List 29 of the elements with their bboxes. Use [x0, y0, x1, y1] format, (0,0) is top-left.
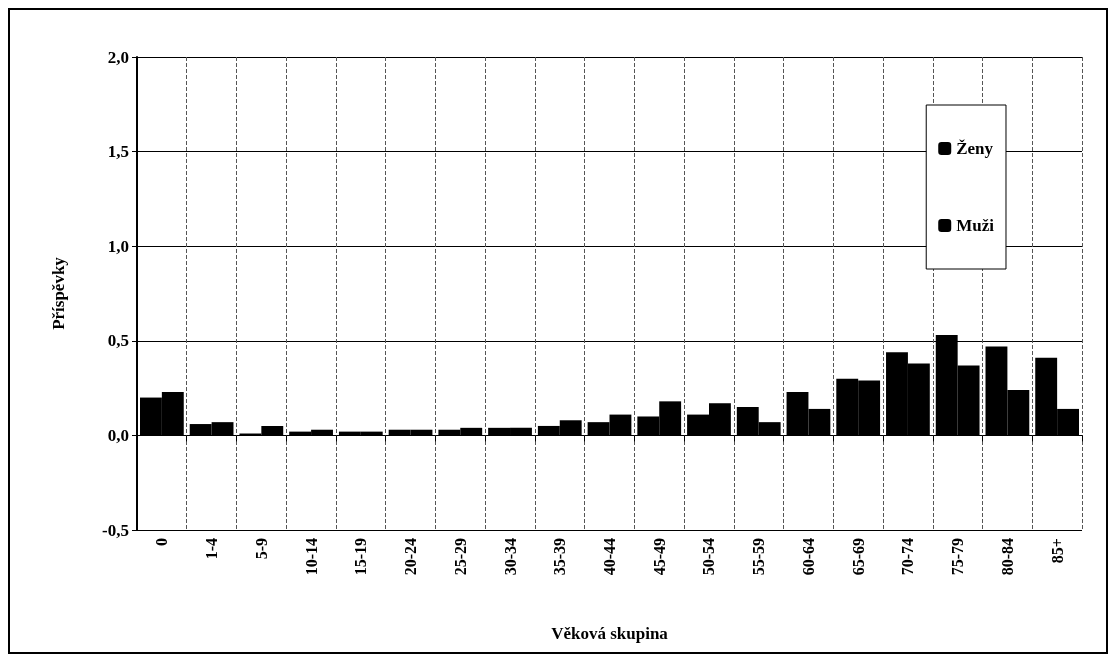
x-tick-label: 35-39	[551, 538, 569, 576]
x-tick-label: 15-19	[352, 538, 370, 576]
x-tick-label: 40-44	[601, 538, 618, 576]
x-tick-label: 65-69	[849, 538, 867, 576]
x-tick-label: 5-9	[252, 538, 270, 560]
x-tick-label: 0	[153, 538, 171, 546]
y-tick-label: -0,5	[102, 520, 129, 540]
x-tick-label: 70-74	[899, 538, 917, 576]
x-tick-label: 45-49	[650, 538, 668, 576]
y-tick-label: 1,5	[107, 142, 129, 162]
y-tick-label: 0,0	[107, 425, 129, 445]
x-tick-label: 80-84	[998, 538, 1016, 576]
x-tick-label: 1-4	[203, 538, 221, 560]
x-tick-label: 60-64	[799, 538, 817, 576]
x-tick-label: 55-59	[750, 538, 768, 576]
x-axis-title: Věková skupina	[551, 624, 669, 643]
x-tick-label: 75-79	[949, 538, 967, 576]
x-tick-label: 25-29	[451, 538, 469, 576]
x-tick-label: 50-54	[700, 538, 718, 576]
x-tick-label: 85+	[1048, 538, 1066, 564]
legend-label: Ženy	[956, 139, 994, 158]
y-axis-title: Příspěvky	[49, 256, 68, 330]
y-tick-label: 1,0	[107, 236, 129, 256]
x-tick-label: 20-24	[402, 538, 420, 576]
legend-label: Muži	[956, 216, 995, 235]
x-tick-label: 10-14	[302, 538, 320, 576]
x-tick-label: 30-34	[501, 538, 519, 576]
y-tick-label: 0,5	[107, 331, 129, 351]
y-tick-label: 2,0	[107, 47, 129, 67]
